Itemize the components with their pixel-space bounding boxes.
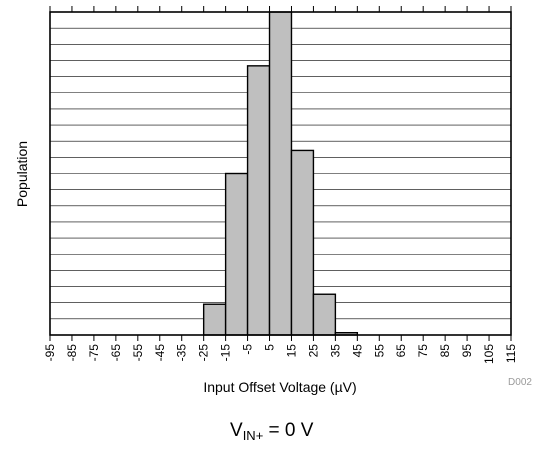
x-tick-label: -95 [43, 344, 57, 362]
x-tick-label: -25 [197, 344, 211, 362]
histogram-bar [290, 149, 315, 336]
x-tick-label: -65 [109, 344, 123, 362]
x-tick-label: 45 [350, 344, 364, 358]
histogram-bar [202, 303, 227, 336]
x-tick-labels: -95 -85 -75 -65 -55 -45 -35 -25 -15 -5 5 15 25 35 45 55… [43, 344, 518, 364]
x-tick-label: 85 [438, 344, 452, 358]
x-tick-label: 95 [460, 344, 474, 358]
x-tick-label: -85 [65, 344, 79, 362]
y-axis-label: Population [14, 141, 30, 207]
caption-main: V [230, 420, 243, 441]
x-tick-label: 115 [504, 344, 518, 363]
x-tick-label: -75 [87, 344, 101, 362]
histogram-bar [246, 65, 271, 336]
caption-subscript: IN+ [243, 428, 264, 443]
caption-text: VIN+ = 0 V [230, 420, 314, 443]
x-tick-label: 5 [263, 344, 277, 351]
x-tick-label: -5 [241, 344, 255, 355]
x-tick-label: 35 [328, 344, 342, 358]
histogram-bar [268, 11, 293, 336]
x-tick-label: 105 [482, 344, 496, 364]
caption-rest: = 0 V [263, 420, 313, 441]
plot-frame [49, 11, 512, 336]
condition-caption: VIN+ = 0 V [230, 420, 314, 443]
histogram-bar [224, 172, 249, 336]
x-tick-label: 75 [416, 344, 430, 358]
x-tick-label: -55 [131, 344, 145, 362]
x-tick-label: 65 [394, 344, 408, 358]
x-ticks [49, 6, 512, 341]
x-tick-label: -15 [219, 344, 233, 362]
x-tick-label: -45 [153, 344, 167, 362]
x-axis-label: Input Offset Voltage (µV) [203, 379, 356, 395]
x-tick-label: -35 [175, 344, 189, 362]
x-tick-label: 15 [284, 344, 298, 358]
figure-id-watermark: D002 [508, 377, 532, 388]
x-tick-label: 25 [306, 344, 320, 358]
histogram-bar [312, 293, 337, 336]
x-tick-label: 55 [372, 344, 386, 358]
